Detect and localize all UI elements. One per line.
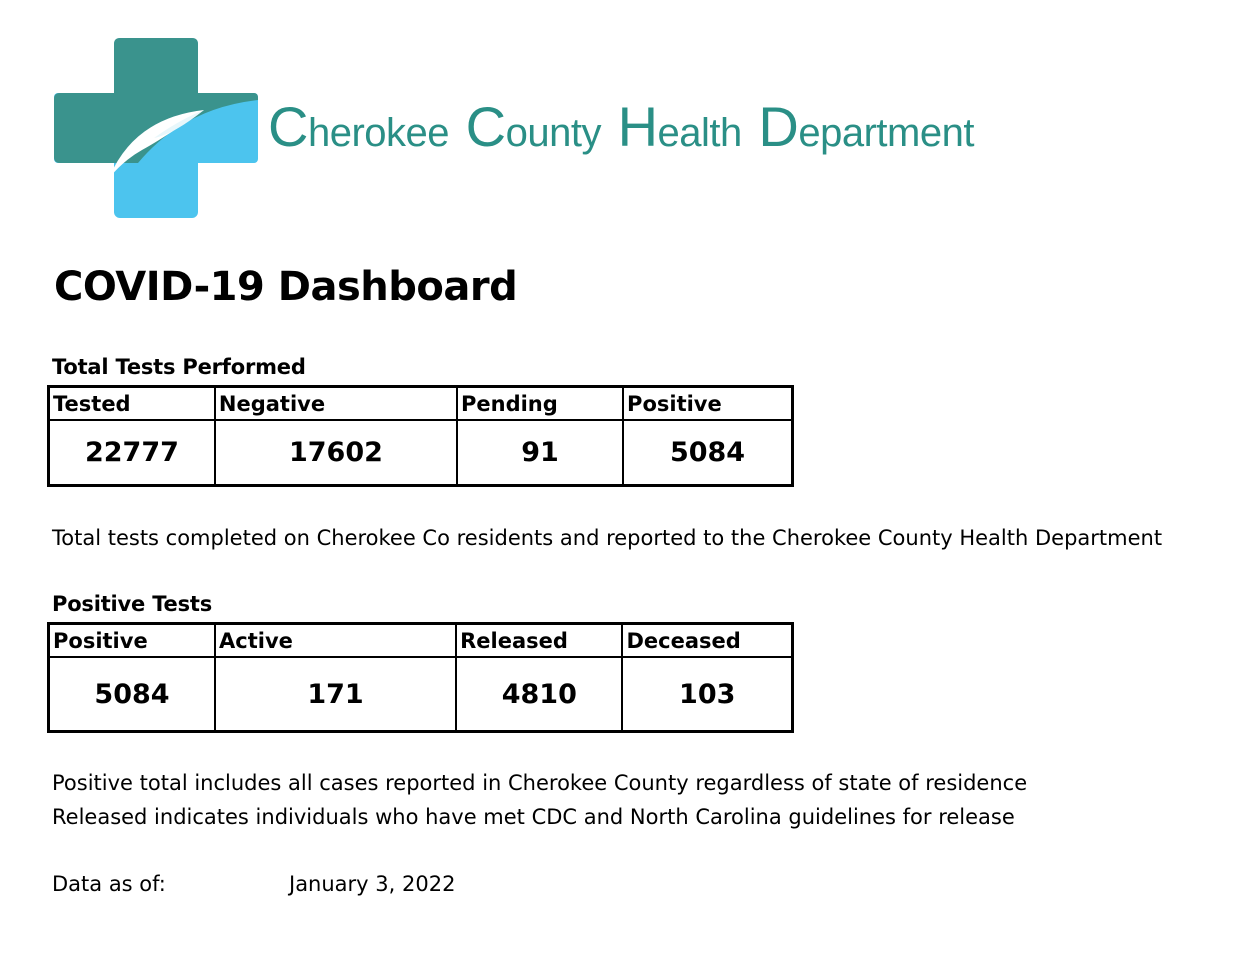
released-header: Released: [455, 622, 624, 658]
positive-note-1: Positive total includes all cases report…: [52, 771, 1028, 795]
released-value: 4810: [455, 656, 624, 733]
positive-header: Positive: [47, 622, 216, 658]
page-title: COVID-19 Dashboard: [54, 264, 518, 310]
data-as-of-date: January 3, 2022: [289, 872, 456, 896]
pending-header: Pending: [455, 385, 625, 421]
health-cross-logo-icon: [54, 38, 258, 218]
tests-section-label: Total Tests Performed: [52, 355, 306, 379]
positive-table: Positive Active Released Deceased 5084 1…: [47, 622, 794, 733]
tests-note: Total tests completed on Cherokee Co res…: [52, 526, 1163, 550]
positive-value: 5084: [622, 419, 794, 487]
org-name: Cherokee County Health Department: [268, 95, 974, 158]
table-row: 5084 171 4810 103: [47, 656, 794, 733]
tested-header: Tested: [47, 385, 216, 421]
tested-value: 22777: [47, 419, 216, 487]
table-row: 22777 17602 91 5084: [47, 419, 794, 487]
active-value: 171: [213, 656, 458, 733]
table-header-row: Positive Active Released Deceased: [47, 622, 794, 658]
data-as-of-label: Data as of:: [52, 872, 166, 896]
active-header: Active: [213, 622, 458, 658]
tests-table: Tested Negative Pending Positive 22777 1…: [47, 385, 794, 487]
pending-value: 91: [455, 419, 625, 487]
deceased-value: 103: [621, 656, 794, 733]
negative-header: Negative: [213, 385, 458, 421]
positive-value: 5084: [47, 656, 216, 733]
table-header-row: Tested Negative Pending Positive: [47, 385, 794, 421]
negative-value: 17602: [213, 419, 458, 487]
positive-header: Positive: [622, 385, 794, 421]
positive-note-2: Released indicates individuals who have …: [52, 805, 1015, 829]
deceased-header: Deceased: [621, 622, 794, 658]
positive-section-label: Positive Tests: [52, 592, 213, 616]
